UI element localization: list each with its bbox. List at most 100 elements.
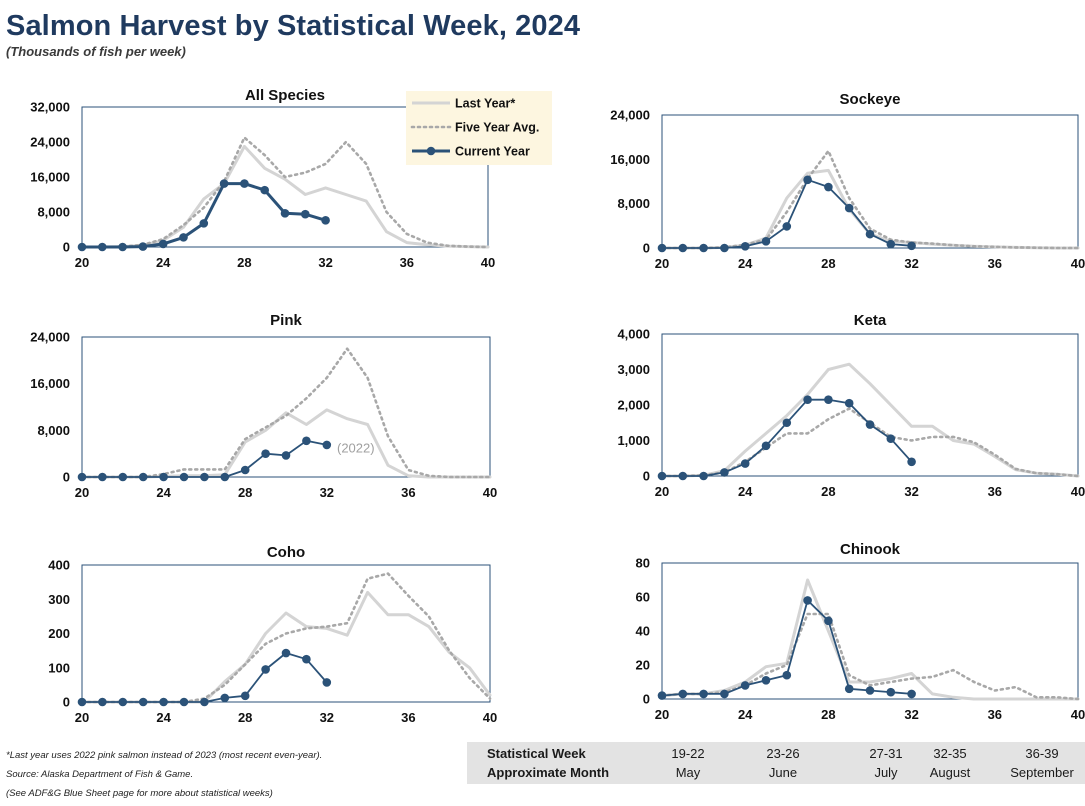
- chart-title: Keta: [854, 312, 887, 329]
- current-year-point: [720, 243, 729, 253]
- current-year-point: [699, 243, 708, 253]
- chart-title: All Species: [245, 87, 325, 104]
- y-tick-label: 0: [643, 469, 650, 484]
- month-col-3: July: [874, 765, 898, 780]
- x-tick-label: 40: [1071, 484, 1085, 499]
- y-tick-label: 0: [643, 692, 650, 707]
- week-row-label: Statistical Week: [487, 746, 586, 761]
- current-year-point: [240, 465, 250, 475]
- x-tick-label: 40: [1071, 256, 1085, 271]
- current-year-point: [280, 209, 290, 218]
- current-year-point: [720, 689, 729, 699]
- series-five-year-avg: [80, 347, 492, 479]
- current-year-point: [179, 233, 188, 242]
- current-year-point: [657, 471, 667, 481]
- current-year-point: [761, 676, 771, 685]
- x-tick-label: 20: [655, 484, 669, 499]
- x-tick-label: 20: [75, 710, 89, 725]
- current-year-point: [302, 436, 311, 446]
- y-tick-label: 80: [636, 556, 650, 571]
- current-year-point: [844, 684, 854, 694]
- current-year-point: [302, 654, 311, 664]
- x-tick-label: 40: [483, 485, 497, 500]
- x-tick-label: 40: [481, 255, 495, 270]
- x-tick-label: 32: [320, 710, 334, 725]
- x-tick-label: 20: [655, 707, 669, 722]
- current-year-point: [220, 472, 230, 482]
- chart-title: Sockeye: [840, 91, 901, 108]
- month-col-5: September: [1010, 765, 1074, 780]
- chart-title: Chinook: [840, 541, 901, 558]
- current-year-point: [844, 398, 854, 408]
- current-year-point: [281, 648, 291, 658]
- x-tick-label: 32: [904, 484, 918, 499]
- x-tick-label: 24: [738, 707, 753, 722]
- current-year-point: [322, 678, 332, 687]
- month-col-2: June: [768, 765, 798, 780]
- current-year-point: [240, 691, 250, 701]
- current-year-point: [261, 449, 270, 458]
- x-tick-label: 28: [237, 255, 251, 270]
- x-tick-label: 24: [738, 484, 753, 499]
- legend-marker: [426, 146, 436, 156]
- current-year-point: [118, 242, 127, 252]
- y-tick-label: 24,000: [610, 108, 650, 123]
- legend: Last Year* Five Year Avg. Current Year: [406, 91, 552, 165]
- series-last-year: [660, 578, 1080, 701]
- y-tick-label: 0: [63, 695, 70, 710]
- current-year-point: [761, 441, 771, 451]
- x-tick-label: 32: [320, 485, 334, 500]
- current-year-point: [138, 697, 148, 707]
- y-tick-label: 16,000: [30, 170, 70, 185]
- week-col-3: 27-31: [869, 746, 903, 761]
- current-year-point: [77, 472, 87, 482]
- chart-chinook: Chinook 0 20 40 60 80 20 24 28 32 36 40: [636, 541, 1085, 722]
- current-year-point: [844, 203, 854, 213]
- current-year-point: [260, 185, 270, 195]
- chart-title: Pink: [270, 312, 302, 329]
- y-tick-label: 300: [48, 592, 70, 607]
- y-tick-label: 24,000: [30, 135, 70, 150]
- series-five-year-avg: [660, 612, 1080, 701]
- legend-label: Last Year*: [455, 97, 515, 111]
- current-year-point: [740, 242, 750, 251]
- y-tick-label: 3,000: [617, 362, 650, 377]
- current-year-point: [118, 472, 128, 482]
- current-year-point: [220, 693, 230, 703]
- week-col-2: 23-26: [766, 746, 800, 761]
- chart-annotation: (2022): [337, 441, 375, 456]
- y-tick-label: 2,000: [617, 398, 650, 413]
- current-year-point: [907, 457, 916, 467]
- series-five-year-avg: [660, 149, 1080, 250]
- y-tick-label: 24,000: [30, 330, 70, 345]
- current-year-point: [824, 616, 833, 626]
- x-tick-label: 20: [655, 256, 669, 271]
- x-tick-label: 36: [988, 484, 1002, 499]
- current-year-point: [678, 471, 688, 481]
- y-tick-label: 8,000: [37, 205, 70, 220]
- y-tick-label: 40: [636, 624, 650, 639]
- current-year-point: [803, 596, 812, 605]
- y-tick-label: 1,000: [617, 433, 650, 448]
- current-year-point: [699, 689, 708, 699]
- y-tick-label: 8,000: [617, 196, 650, 211]
- chart-keta: Keta 0 1,000 2,000 3,000 4,000 20 24 28 32 36 40: [617, 312, 1085, 499]
- plot-frame: [661, 114, 1079, 249]
- current-year-point: [118, 697, 128, 707]
- y-tick-label: 200: [48, 626, 70, 641]
- current-year-point: [98, 472, 107, 482]
- x-tick-label: 28: [821, 707, 835, 722]
- y-tick-label: 4,000: [617, 327, 650, 342]
- current-year-point: [158, 239, 168, 249]
- y-tick-label: 400: [48, 558, 70, 573]
- y-tick-label: 0: [63, 240, 70, 255]
- x-tick-label: 24: [156, 710, 171, 725]
- month-row-label: Approximate Month: [487, 765, 610, 780]
- current-year-point: [782, 670, 792, 680]
- y-tick-label: 16,000: [30, 376, 70, 391]
- x-tick-label: 40: [483, 710, 497, 725]
- y-tick-label: 60: [636, 590, 650, 605]
- x-tick-label: 20: [75, 485, 89, 500]
- x-tick-label: 36: [401, 485, 415, 500]
